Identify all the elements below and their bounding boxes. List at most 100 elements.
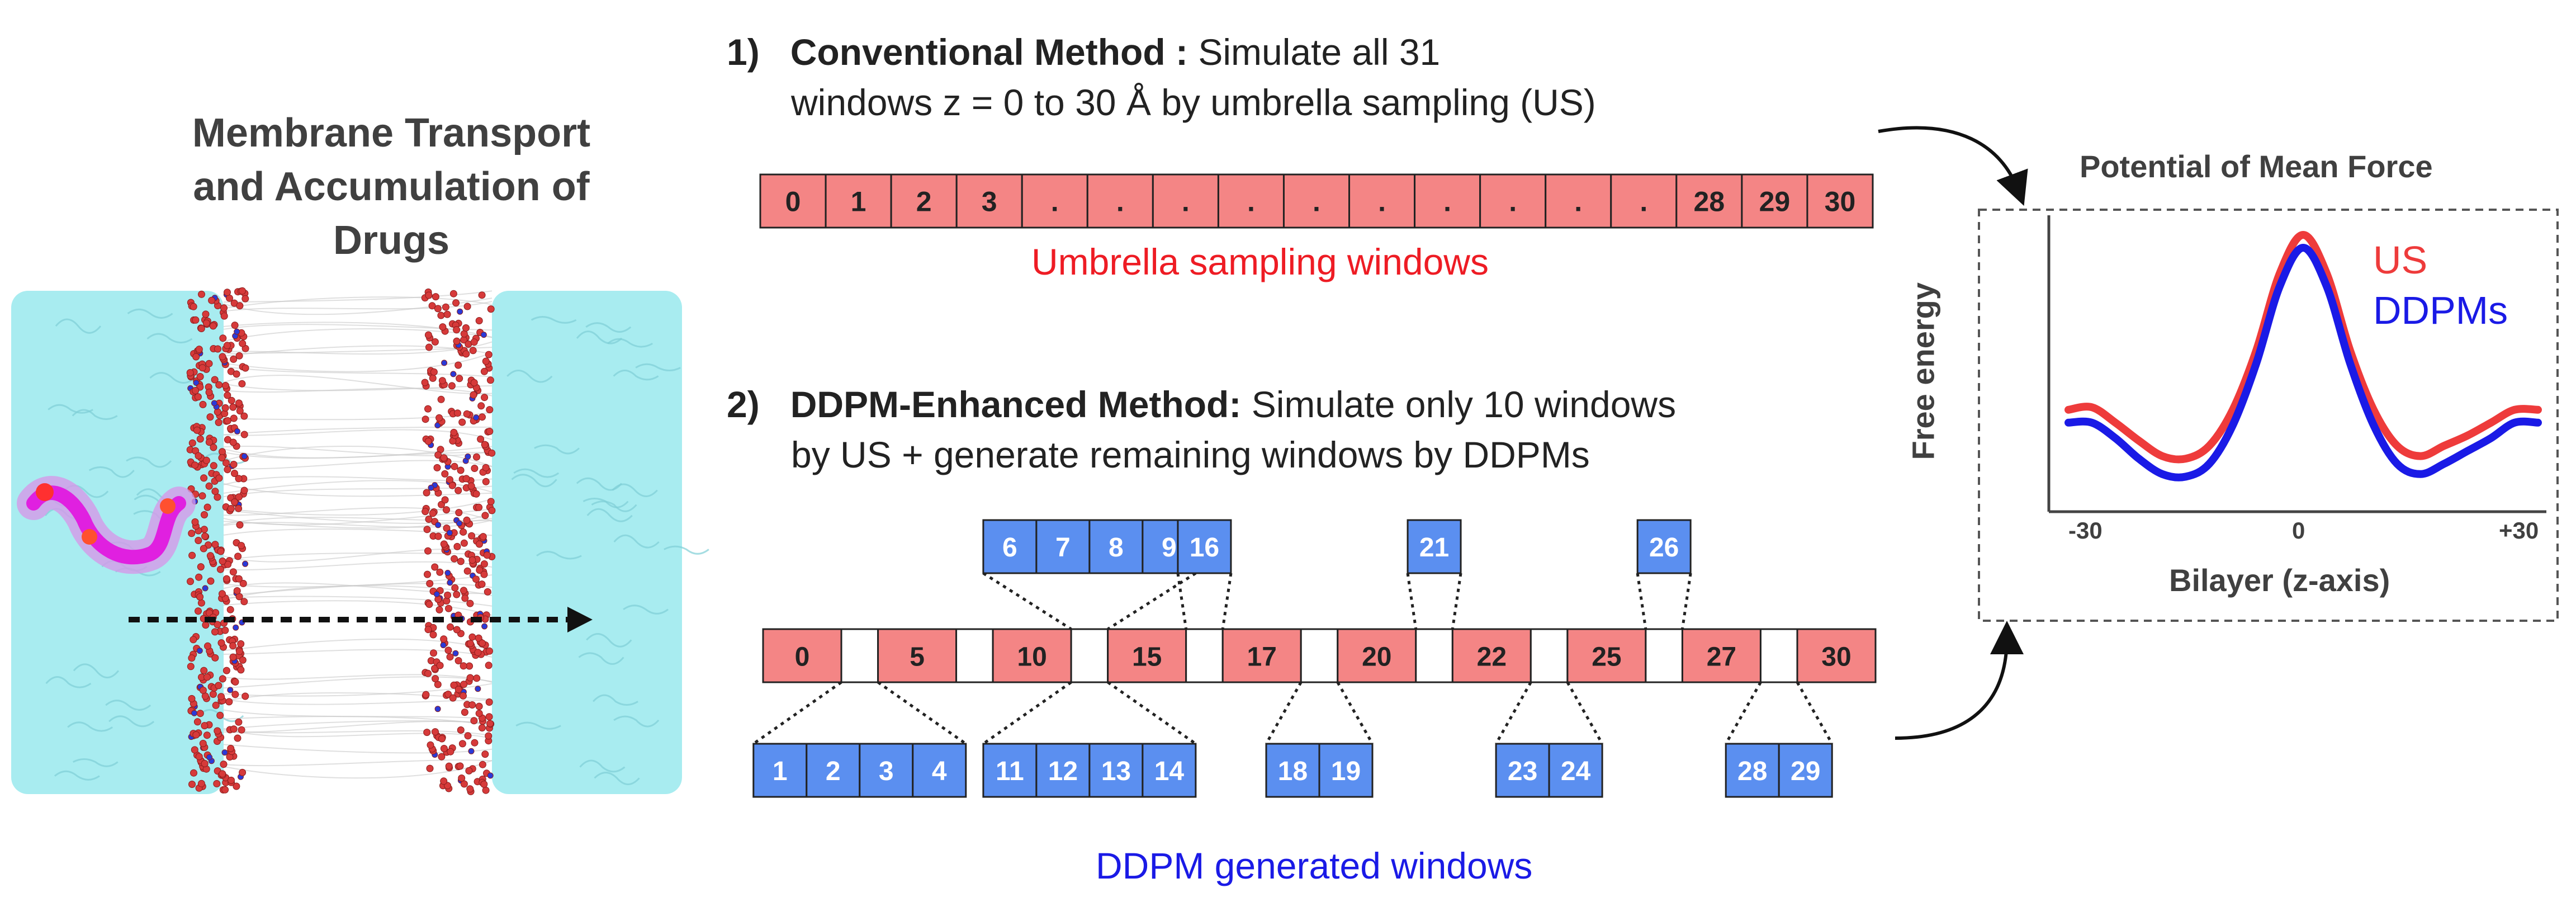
conventional-method-name: Conventional Method : <box>790 31 1188 73</box>
ddpm-gap-cell <box>1070 628 1109 683</box>
xtick-center: 0 <box>2292 517 2305 544</box>
conventional-line1: Simulate all 31 <box>1198 31 1441 73</box>
us-window-cell <box>1152 173 1219 229</box>
drug-molecule <box>17 476 196 574</box>
us-window-cell <box>1796 628 1877 683</box>
membrane-title-line-2: and Accumulation of <box>193 164 590 209</box>
ddpm-gap-cell <box>955 628 994 683</box>
dotted-connector <box>1725 681 1762 745</box>
legend-us: US <box>2373 238 2428 282</box>
ddpm-window-cell <box>1177 519 1232 574</box>
ddpm-window-label: 13 <box>1101 757 1131 786</box>
ddpm-window-label: 1 <box>773 757 788 786</box>
ddpm-method-name: DDPM-Enhanced Method: <box>790 384 1242 425</box>
us-window-label: 27 <box>1707 643 1736 672</box>
pmf-title: Potential of Mean Force <box>2080 149 2433 184</box>
dotted-connector <box>1336 681 1374 745</box>
ddpm-window-label: 18 <box>1278 757 1308 786</box>
us-window-cell <box>1337 628 1417 683</box>
pmf-xlabel: Bilayer (z-axis) <box>2169 563 2390 598</box>
us-window-label: 25 <box>1592 643 1621 672</box>
dotted-connector <box>982 681 1072 745</box>
ddpm-window-label: 14 <box>1154 757 1185 786</box>
us-window-label: 30 <box>1825 186 1856 218</box>
ddpm-heading: 2) DDPM-Enhanced Method: Simulate only 1… <box>727 380 1676 428</box>
ddpm-window-cell <box>1318 743 1374 798</box>
us-window-label: 28 <box>1694 186 1725 218</box>
us-window-label: . <box>1509 186 1517 218</box>
dotted-connector <box>1636 573 1647 630</box>
ddpm-gap-cell <box>1415 628 1453 683</box>
ddpm-window-label: 29 <box>1791 757 1820 786</box>
dotted-connector <box>1494 681 1532 745</box>
membrane-illustration <box>11 287 709 795</box>
ddpm-window-cell <box>1495 743 1550 798</box>
ddpm-window-row: 0 5 10 15 17 20 22 25 27 30 <box>762 628 1877 683</box>
ddpm-gap-cell <box>1530 628 1569 683</box>
us-window-cell <box>1348 173 1416 229</box>
us-window-cell <box>1282 173 1351 229</box>
us-window-cell <box>1545 173 1612 229</box>
us-window-label: 0 <box>785 186 801 218</box>
dotted-connector <box>1451 573 1462 630</box>
ddpm-line2: by US + generate remaining windows by DD… <box>791 434 1590 475</box>
umbrella-sampling-caption: Umbrella sampling windows <box>1031 241 1489 282</box>
ddpm-window-label: 8 <box>1109 533 1124 563</box>
ddpm-gap-cell <box>1759 628 1798 683</box>
us-window-label: . <box>1640 186 1647 218</box>
xtick-left: -30 <box>2068 517 2103 544</box>
ddpm-window-label: 19 <box>1331 757 1361 786</box>
ddpm-window-cell <box>1725 743 1780 798</box>
lipid-headgroups <box>186 287 496 795</box>
ddpm-window-cell <box>1407 519 1462 574</box>
us-window-cell <box>1566 628 1647 683</box>
us-window-label: 17 <box>1247 643 1277 672</box>
ddpm-gap-cell <box>1300 628 1339 683</box>
dotted-connector <box>1107 572 1197 631</box>
ddpm-window-label: 28 <box>1737 757 1767 786</box>
ddpm-dotted-connectors <box>752 572 1834 745</box>
ddpm-window-label: 23 <box>1508 757 1537 786</box>
us-window-label: 5 <box>910 643 925 672</box>
ddpm-window-cell <box>1035 519 1091 574</box>
ddpm-window-label: 16 <box>1190 533 1219 563</box>
ddpm-window-label: 12 <box>1048 757 1078 786</box>
ddpm-gap-cell <box>840 628 879 683</box>
pmf-plot <box>2047 215 2546 513</box>
legend-ddpms: DDPMs <box>2373 289 2508 332</box>
ddpm-gap-cell <box>1645 628 1683 683</box>
us-window-label: 2 <box>916 186 932 218</box>
us-window-label: 0 <box>795 643 810 672</box>
us-window-cell <box>1086 173 1154 229</box>
ddpm-window-label: 7 <box>1055 533 1071 563</box>
ddpm-generated-bottom-groups: 1 2 3 4 11 12 13 14 18 19 23 24 28 29 <box>752 743 1833 798</box>
dotted-connector <box>752 681 842 745</box>
curved-arrow-conventional <box>1878 126 2028 206</box>
us-window-label: 22 <box>1477 643 1507 672</box>
ddpm-window-cell <box>1088 519 1144 574</box>
conventional-number: 1) <box>727 31 760 73</box>
dotted-connector <box>1566 681 1604 745</box>
us-window-cell <box>1479 173 1547 229</box>
us-window-cell <box>759 173 827 229</box>
dotted-connector <box>1406 573 1418 630</box>
xtick-right: +30 <box>2499 517 2539 544</box>
ddpm-window-cell <box>1265 743 1320 798</box>
us-window-cell <box>1610 173 1678 229</box>
ddpm-window-label: 21 <box>1419 533 1449 563</box>
dotted-connector <box>877 681 967 745</box>
conventional-line2: windows z = 0 to 30 Å by umbrella sampli… <box>791 82 1596 123</box>
ddpm-generated-top-groups: 6 7 8 9 16 21 26 <box>982 519 1692 574</box>
us-window-cell <box>877 628 958 683</box>
ddpm-number: 2) <box>727 384 760 425</box>
ddpm-window-cell <box>912 743 967 798</box>
ddpm-window-label: 2 <box>826 757 841 786</box>
us-window-label: . <box>1116 186 1124 218</box>
ddpm-window-label: 6 <box>1002 533 1017 563</box>
ddpm-window-label: 9 <box>1162 533 1177 563</box>
membrane-title: Membrane Transport and Accumulation of D… <box>112 106 671 267</box>
us-window-cell <box>1675 173 1743 229</box>
us-window-label: . <box>1574 186 1582 218</box>
